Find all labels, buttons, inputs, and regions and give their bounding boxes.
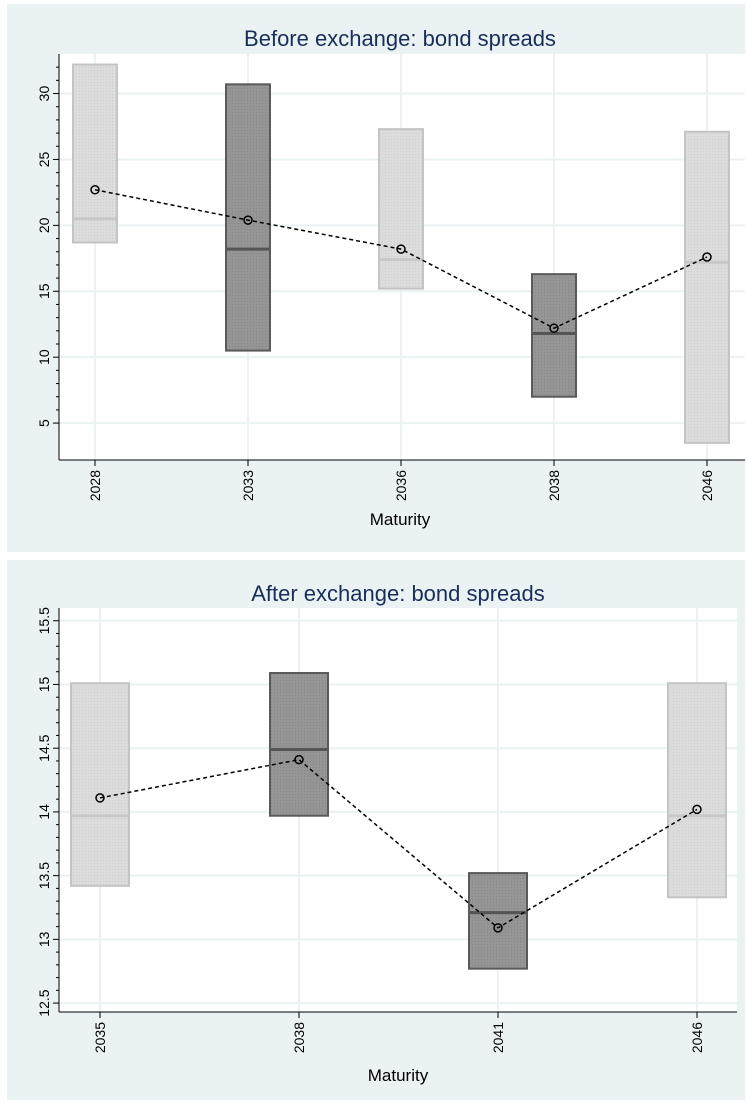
- x-tick-label: 2038: [291, 1022, 307, 1053]
- y-tick-label: 15: [36, 283, 52, 299]
- y-tick-label: 30: [36, 86, 52, 102]
- x-tick-label: 2028: [87, 470, 103, 501]
- box-2046: [667, 682, 727, 899]
- box-2036: [378, 128, 424, 290]
- mean-marker-2033: [243, 215, 253, 225]
- box-2046: [684, 130, 730, 444]
- x-tick-label: 2036: [393, 470, 409, 501]
- mean-marker-2028: [90, 185, 100, 195]
- y-tick-label: 13: [36, 931, 52, 947]
- mean-marker-2038: [549, 323, 559, 333]
- x-tick-label: 2041: [490, 1022, 506, 1053]
- y-tick-label: 12.5: [36, 989, 52, 1016]
- chart-title: Before exchange: bond spreads: [244, 26, 556, 51]
- chart-panel-after: After exchange: bond spreads 12.5 13 13.5 14…: [7, 560, 745, 1100]
- box-2035: [70, 682, 130, 887]
- x-tick-label: 2035: [92, 1022, 108, 1053]
- mean-marker-2046: [692, 804, 702, 815]
- y-tick-label: 15: [36, 676, 52, 692]
- x-tick-label: 2038: [546, 470, 562, 501]
- x-tick-label: 2046: [689, 1022, 705, 1053]
- box-2028: [72, 63, 118, 244]
- x-axis-title: Maturity: [370, 510, 431, 529]
- x-tick-label: 2033: [240, 470, 256, 501]
- box-chart-before: Before exchange: bond spreads 5 10 15 20 25 30…: [36, 26, 745, 529]
- mean-line: [94, 189, 708, 330]
- plot-area: [59, 608, 737, 1012]
- box-2041: [468, 872, 528, 970]
- chart-panel-before: Before exchange: bond spreads 5 10 15 20 25 30…: [7, 4, 745, 552]
- mean-marker-2046: [702, 252, 712, 262]
- y-tick-label: 15.5: [36, 607, 52, 634]
- x-tick-label: 2046: [699, 470, 715, 501]
- mean-marker-2038: [294, 754, 304, 765]
- chart-title: After exchange: bond spreads: [251, 581, 545, 606]
- y-tick-label: 13.5: [36, 862, 52, 889]
- mean-marker-2035: [95, 793, 105, 803]
- y-tick-label: 14.5: [36, 734, 52, 761]
- y-tick-label: 5: [36, 419, 52, 427]
- box-chart-after: After exchange: bond spreads 12.5 13 13.5 14…: [36, 581, 737, 1085]
- mean-marker-2036: [396, 244, 406, 254]
- mean-line: [99, 758, 698, 929]
- y-tick-label: 20: [36, 217, 52, 233]
- box-2038: [269, 671, 329, 817]
- box-2038: [531, 273, 577, 398]
- y-tick-label: 10: [36, 349, 52, 365]
- x-axis-title: Maturity: [368, 1066, 429, 1085]
- y-tick-label: 25: [36, 151, 52, 167]
- mean-marker-2041: [493, 923, 503, 933]
- y-tick-label: 14: [36, 804, 52, 820]
